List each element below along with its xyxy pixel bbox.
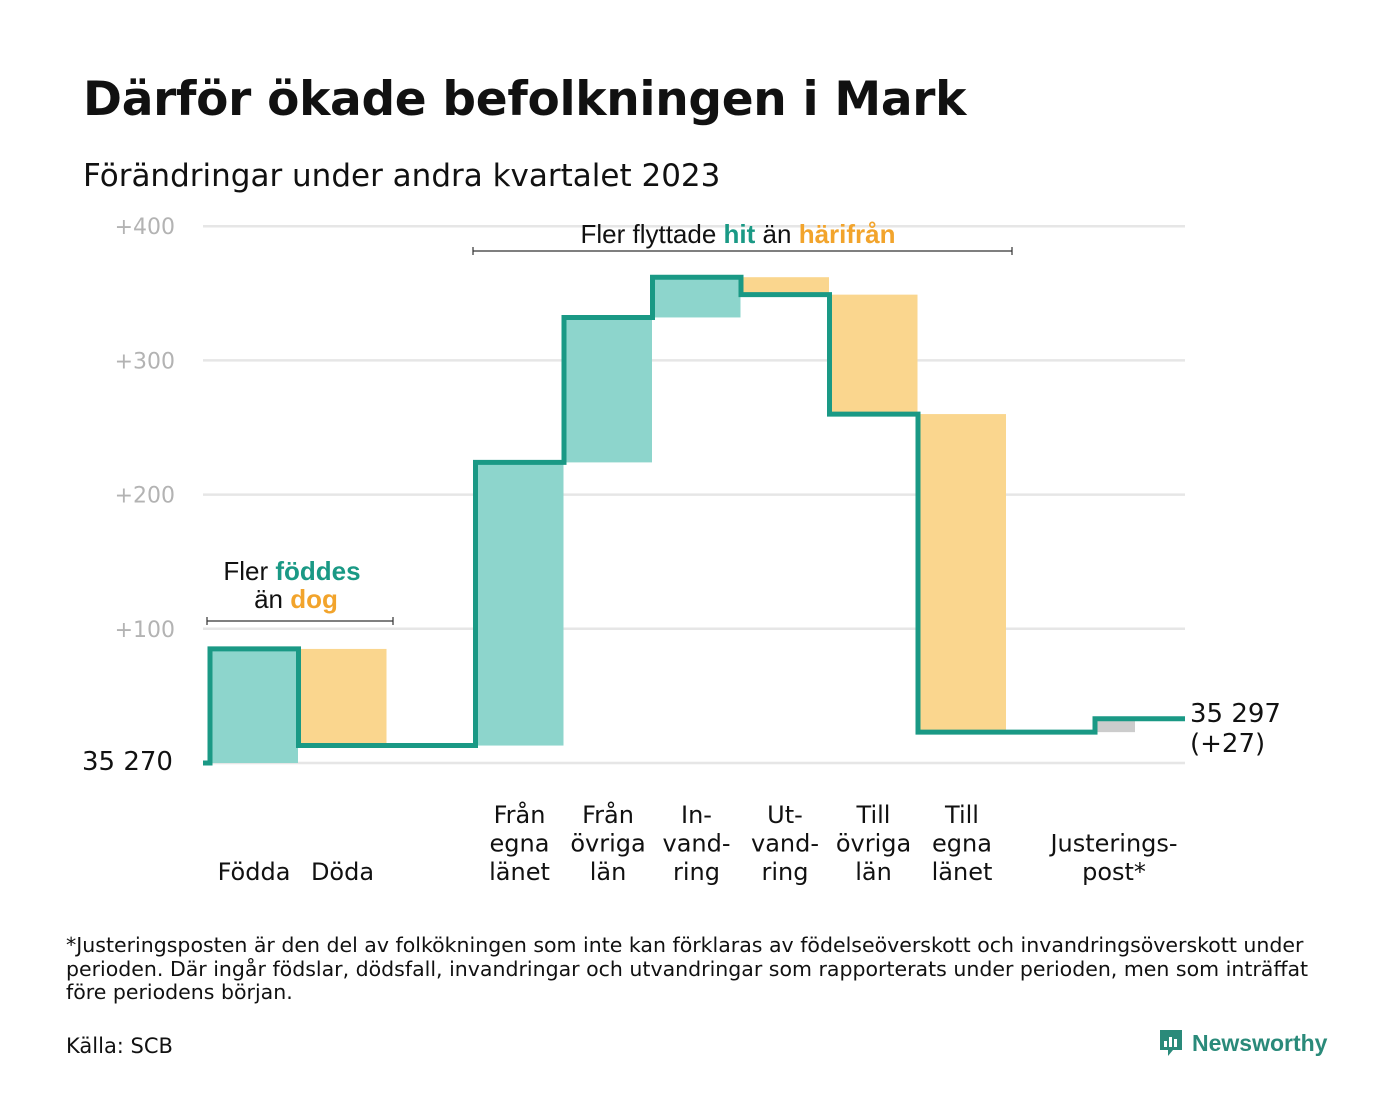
source-label: Källa: SCB [66, 1034, 173, 1058]
bar-till-egna-länet [918, 414, 1006, 733]
category-label: Till [856, 801, 891, 829]
moves-annotation-text: Fler flyttade hit än härifrån [580, 219, 895, 249]
category-label: ring [762, 858, 809, 886]
y-tick-label: +100 [115, 618, 175, 643]
bars [210, 277, 1135, 763]
category-label: övriga [836, 830, 911, 858]
newsworthy-logo: Newsworthy [1158, 1028, 1327, 1058]
end-value-label: 35 297 [1190, 699, 1281, 729]
bar-in-vand-ring [652, 277, 741, 318]
y-tick-label: +300 [115, 349, 175, 374]
chart-title: Därför ökade befolkningen i Mark [83, 72, 967, 127]
category-label: länet [932, 858, 993, 886]
category-label: ring [673, 858, 720, 886]
category-label: Döda [311, 858, 374, 886]
category-label: Justerings- [1048, 830, 1177, 858]
category-label: övriga [570, 830, 645, 858]
bar-från-egna-länet [475, 462, 564, 746]
bar-till-övriga-län [829, 294, 918, 415]
moves-annotation: Fler flyttade hit än härifrån [472, 219, 1013, 255]
bar-ut-vand-ring [741, 277, 829, 295]
brand-name: Newsworthy [1192, 1029, 1328, 1056]
chart-subtitle: Förändringar under andra kvartalet 2023 [83, 158, 721, 194]
y-axis-ticks: +100 +200 +300 +400 [115, 215, 175, 643]
running-total-line [203, 274, 1185, 766]
gridlines [203, 224, 1185, 765]
category-label: Från [582, 800, 634, 829]
category-label: Födda [218, 858, 291, 886]
end-change-label: (+27) [1190, 729, 1265, 759]
category-label: egna [932, 830, 992, 858]
bar-döda [298, 648, 387, 746]
bar-från-övriga-län [564, 317, 652, 463]
category-label: Till [944, 801, 979, 829]
category-label: vand- [662, 830, 730, 858]
births-annotation-line1: Fler föddes [223, 556, 360, 586]
moves-annotation-bracket [472, 247, 1013, 255]
bar-justeringspost- [1095, 718, 1135, 733]
category-label: Från [494, 800, 546, 829]
births-annotation-bracket [206, 617, 394, 625]
y-tick-label: +200 [115, 484, 175, 509]
category-label: Ut- [767, 801, 803, 829]
category-label: vand- [751, 830, 819, 858]
category-label: län [590, 858, 627, 886]
y-tick-label: +400 [115, 215, 175, 240]
category-label: egna [490, 830, 550, 858]
births-annotation: Fler föddes än dog [206, 556, 394, 625]
newsworthy-logo-icon [1160, 1030, 1182, 1056]
category-label: post* [1082, 858, 1146, 886]
footnote: *Justeringsposten är den del av folkökni… [66, 933, 1309, 1004]
births-annotation-line2: än dog [254, 584, 338, 614]
category-label: länet [489, 858, 550, 886]
category-label: län [855, 858, 892, 886]
base-value-label: 35 270 [82, 747, 173, 777]
category-label: In- [681, 801, 712, 829]
bar-födda [210, 648, 298, 763]
category-labels: Födda DödaFrånegnalänetFrånövrigalänIn-va… [218, 800, 1178, 886]
